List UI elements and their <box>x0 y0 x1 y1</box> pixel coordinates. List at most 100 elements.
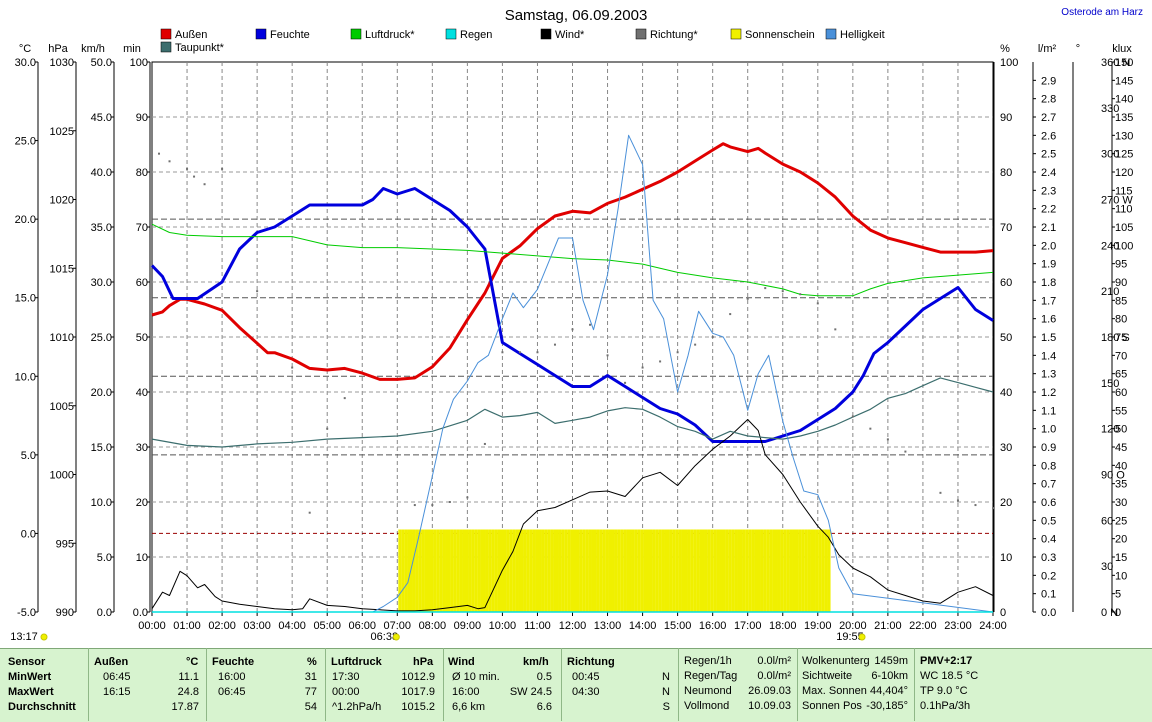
pmv-line: WC 18.5 °C <box>920 670 979 682</box>
sunshine-bar <box>480 529 484 612</box>
direction-point <box>536 351 539 354</box>
sunshine-bar <box>593 529 597 612</box>
rain-axis-tick-label: 1.4 <box>1041 350 1056 362</box>
moonrise-marker <box>40 633 48 641</box>
hum-axis-tick-label: 0 <box>1000 607 1006 619</box>
sunshine-bar <box>722 529 726 612</box>
direction-point <box>676 351 679 354</box>
hum-axis-tick-label: 40 <box>1000 387 1012 399</box>
sunshine-bar <box>690 529 694 612</box>
sunshine-bar <box>699 529 703 612</box>
luftdruck-header: Luftdruck <box>331 656 382 668</box>
sunshine-bar <box>599 529 603 612</box>
feuchte-time: 16:00 <box>218 671 246 683</box>
direction-point <box>956 499 959 502</box>
x-tick-label: 20:00 <box>839 620 867 632</box>
direction-point <box>186 167 189 170</box>
sunshine-bar <box>707 529 711 612</box>
sunshine-bar <box>649 529 653 612</box>
press-axis-tick-label: 1005 <box>50 401 74 413</box>
wind-axis-tick-label: 40.0 <box>91 167 112 179</box>
sun-axis-tick-label: 10 <box>136 552 148 564</box>
direction-point <box>221 167 224 170</box>
sunshine-bar <box>786 529 790 612</box>
luftdruck-time: ^1.2hPa/h <box>332 701 382 713</box>
lux-axis-tick-label: 125 <box>1115 149 1133 161</box>
sunshine-bar <box>631 529 635 612</box>
dir-axis-tick-label: 150 <box>1101 378 1119 390</box>
press-axis-tick-label: 1015 <box>50 263 74 275</box>
press-axis-tick-label: 990 <box>56 607 74 619</box>
sunshine-bar <box>742 529 746 612</box>
lux-axis-tick-label: 75 <box>1115 332 1127 344</box>
lux-axis-tick-label: 115 <box>1115 185 1133 197</box>
sunshine-bar <box>760 529 764 612</box>
wolken-value: 1459m <box>874 655 908 667</box>
sunshine-bar <box>509 529 513 612</box>
lux-axis-tick-label: 5 <box>1115 589 1121 601</box>
sunshine-bar <box>456 529 460 612</box>
x-tick-label: 05:00 <box>313 620 341 632</box>
wind-axis-tick-label: 15.0 <box>91 442 112 454</box>
wind-axis-tick-label: 45.0 <box>91 112 112 124</box>
sunshine-bar <box>547 529 551 612</box>
sunshine-bar <box>518 529 522 612</box>
rain-axis-tick-label: 0.7 <box>1041 479 1056 491</box>
rain-axis-tick-label: 2.0 <box>1041 240 1056 252</box>
legend-swatch <box>160 28 172 40</box>
direction-point <box>746 297 749 300</box>
x-tick-label: 23:00 <box>944 620 972 632</box>
sunshine-bar <box>447 529 451 612</box>
sunshine-bar <box>579 529 583 612</box>
wind-axis-tick-label: 25.0 <box>91 332 112 344</box>
sunshine-bar <box>675 529 679 612</box>
wolken-value: 6-10km <box>871 670 908 682</box>
rain-axis-tick-label: 2.5 <box>1041 149 1056 161</box>
feuchte-value: 54 <box>304 701 317 713</box>
direction-point <box>711 336 714 338</box>
sunshine-bar <box>666 529 670 612</box>
sunshine-bar <box>596 529 600 612</box>
sunset-marker <box>858 633 866 641</box>
legend-label: Feuchte <box>270 29 310 41</box>
dir-axis-tick-label: 30 <box>1101 561 1113 573</box>
lux-axis-tick-label: 65 <box>1115 369 1127 381</box>
sunshine-bar <box>798 529 802 612</box>
rain-axis-tick-label: 2.8 <box>1041 94 1056 106</box>
temp-axis-tick-label: 25.0 <box>15 136 36 148</box>
aussen-value: 17.87 <box>171 701 199 713</box>
wolken-label: Max. Sonnen <box>802 685 867 697</box>
sunshine-bar <box>628 529 632 612</box>
sunshine-bar <box>541 529 545 612</box>
feuchte-unit: % <box>307 656 317 668</box>
sunshine-bar <box>754 529 758 612</box>
hum-unit-label: % <box>1000 43 1010 55</box>
sunshine-bar <box>737 529 741 612</box>
rain-axis-tick-label: 1.7 <box>1041 295 1056 307</box>
sunshine-bar <box>652 529 656 612</box>
x-tick-label: 02:00 <box>208 620 236 632</box>
direction-point <box>869 427 872 430</box>
direction-point <box>518 351 521 354</box>
wind-axis-tick-label: 30.0 <box>91 277 112 289</box>
richtung-value: N <box>662 671 670 683</box>
sunshine-bar <box>515 529 519 612</box>
legend-swatch <box>730 28 742 40</box>
sunshine-bar <box>436 529 440 612</box>
regen-value: 0.0l/m² <box>757 655 791 667</box>
temp-unit-label: °C <box>19 43 31 55</box>
sunshine-bar <box>643 529 647 612</box>
sunshine-bar <box>807 529 811 612</box>
temp-axis-tick-label: 0.0 <box>21 528 36 540</box>
sunshine-bar <box>512 529 516 612</box>
hum-axis-tick-label: 100 <box>1000 57 1018 69</box>
x-tick-label: 11:00 <box>524 620 551 632</box>
direction-point <box>571 328 574 331</box>
press-axis-tick-label: 1020 <box>50 195 74 207</box>
lux-axis-tick-label: 140 <box>1115 94 1133 106</box>
direction-point <box>291 366 294 369</box>
footer-divider <box>443 648 444 721</box>
aussen-time: 16:15 <box>103 686 131 698</box>
wind-value: 0.5 <box>536 671 552 683</box>
rain-axis-tick-label: 2.4 <box>1041 167 1056 179</box>
